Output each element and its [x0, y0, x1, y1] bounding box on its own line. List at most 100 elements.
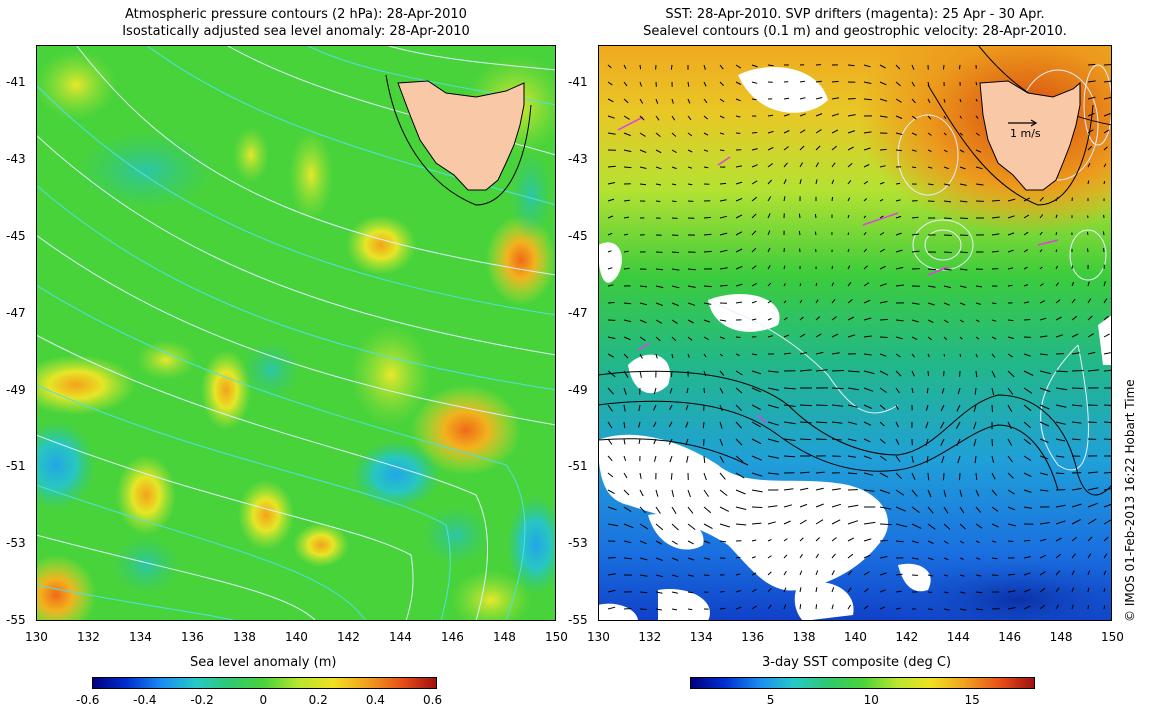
velocity-vector — [927, 268, 936, 271]
velocity-vector — [1055, 570, 1061, 576]
velocity-vector — [1087, 63, 1096, 66]
velocity-vector — [1055, 504, 1066, 508]
velocity-vector — [653, 404, 657, 411]
velocity-vector — [879, 606, 885, 610]
velocity-vector — [783, 538, 788, 542]
velocity-vector — [638, 421, 641, 428]
velocity-vector — [991, 319, 997, 322]
velocity-vector — [959, 285, 967, 288]
velocity-vector — [991, 233, 1000, 236]
velocity-vector — [751, 522, 762, 525]
velocity-vector — [735, 98, 741, 102]
velocity-vector — [671, 166, 677, 170]
velocity-vector — [925, 438, 929, 446]
velocity-vector — [799, 333, 806, 338]
velocity-vector — [927, 302, 935, 306]
velocity-vector — [863, 521, 876, 525]
velocity-vector — [879, 181, 885, 185]
velocity-vector — [719, 506, 730, 512]
velocity-vector — [703, 216, 711, 219]
velocity-vector — [669, 455, 673, 463]
velocity-vector — [751, 81, 758, 84]
velocity-vector — [975, 608, 984, 611]
velocity-vector — [607, 489, 615, 495]
velocity-vector — [863, 198, 868, 202]
velocity-vector — [703, 302, 712, 305]
right-map[interactable]: 1 m/s — [598, 45, 1112, 621]
velocity-vector — [879, 300, 888, 304]
velocity-vector — [687, 268, 696, 271]
velocity-vector — [863, 455, 872, 460]
velocity-vector — [623, 64, 627, 69]
velocity-vector — [911, 523, 922, 529]
velocity-vector — [671, 251, 680, 254]
velocity-vector — [655, 268, 664, 271]
velocity-vector — [1023, 387, 1033, 394]
velocity-vector — [639, 166, 647, 169]
velocity-vector — [959, 523, 966, 530]
left-map[interactable] — [36, 45, 556, 621]
velocity-vector — [623, 506, 632, 513]
velocity-vector — [943, 64, 945, 70]
velocity-vector — [863, 489, 875, 492]
velocity-vector — [655, 523, 664, 531]
velocity-vector — [639, 370, 642, 378]
velocity-vector — [927, 285, 936, 288]
velocity-vector — [927, 591, 933, 593]
velocity-vector — [687, 574, 694, 577]
velocity-vector — [1087, 281, 1090, 287]
velocity-vector — [783, 504, 793, 508]
velocity-vector — [1039, 587, 1046, 593]
velocity-vector — [863, 131, 872, 134]
velocity-vector — [751, 164, 758, 168]
velocity-vector — [623, 166, 632, 169]
velocity-vector — [863, 571, 870, 576]
velocity-vector — [863, 588, 869, 593]
velocity-vector — [639, 472, 642, 479]
lon-tick-label: 132 — [638, 630, 662, 644]
velocity-vector — [719, 591, 725, 593]
velocity-vector — [719, 540, 727, 543]
velocity-vector — [783, 587, 787, 593]
velocity-vector — [719, 607, 726, 610]
velocity-vector — [975, 149, 982, 153]
velocity-vector — [847, 130, 856, 134]
velocity-vector — [639, 574, 648, 577]
velocity-vector — [751, 387, 761, 393]
velocity-vector — [991, 387, 995, 396]
velocity-vector — [607, 115, 615, 119]
velocity-vector — [847, 232, 850, 236]
velocity-vector — [735, 231, 743, 236]
velocity-vector — [815, 471, 825, 474]
velocity-vector — [799, 519, 807, 525]
velocity-vector — [735, 523, 747, 526]
velocity-vector — [703, 132, 709, 136]
drifter-tracks — [617, 116, 1059, 424]
velocity-vector — [956, 438, 961, 447]
velocity-vector — [1103, 163, 1107, 168]
velocity-vector — [607, 165, 616, 168]
velocity-vector — [831, 179, 835, 185]
velocity-vector — [847, 265, 851, 270]
velocity-vector — [623, 250, 629, 253]
velocity-vector — [767, 455, 780, 459]
velocity-vector — [751, 556, 756, 559]
velocity-vector — [1071, 536, 1078, 542]
velocity-vector — [895, 573, 903, 576]
lon-tick-label: 138 — [233, 630, 256, 644]
left-colorbar-label: Sea level anomaly (m) — [190, 655, 337, 670]
velocity-vector — [1023, 438, 1031, 445]
velocity-vector — [799, 503, 808, 508]
velocity-vector — [719, 149, 725, 152]
velocity-vector — [975, 302, 981, 305]
velocity-vector — [607, 472, 614, 478]
velocity-vector — [895, 387, 900, 394]
velocity-vector — [607, 387, 614, 395]
lon-tick-label: 148 — [1049, 630, 1073, 644]
velocity-vector — [1087, 180, 1090, 185]
velocity-vector — [847, 248, 850, 253]
velocity-vector — [895, 540, 904, 543]
velocity-vector — [863, 180, 869, 185]
velocity-vector — [783, 146, 789, 151]
velocity-vector — [927, 370, 929, 376]
